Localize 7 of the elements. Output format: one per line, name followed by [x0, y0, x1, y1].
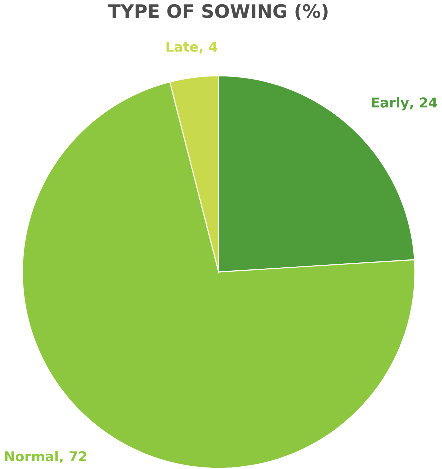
data-label: , 24: [410, 98, 438, 110]
chart-title: TYPE OF SOWING (%): [108, 4, 328, 20]
slice-label: Late: [166, 42, 198, 52]
data-label: , 4: [200, 42, 218, 54]
slice-label: Early: [372, 97, 410, 111]
data-label: , 72: [60, 451, 86, 464]
slice-label: Normal: [5, 451, 58, 462]
